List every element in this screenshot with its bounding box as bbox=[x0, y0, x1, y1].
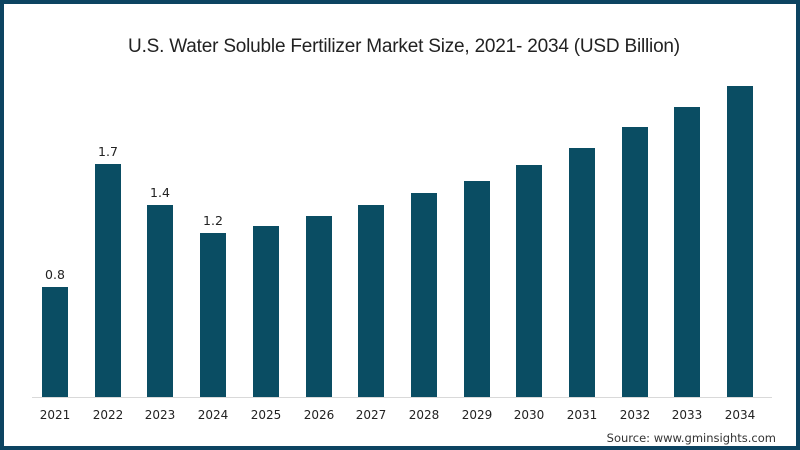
bar-2022 bbox=[95, 164, 121, 397]
x-tick-label-2025: 2025 bbox=[250, 408, 282, 422]
bar-2027 bbox=[358, 205, 384, 397]
source-note: Source: www.gminsights.com bbox=[606, 431, 776, 445]
chart-title: U.S. Water Soluble Fertilizer Market Siz… bbox=[128, 36, 680, 57]
data-label-2022: 1.7 bbox=[98, 144, 118, 159]
x-tick-label-2021: 2021 bbox=[39, 408, 71, 422]
x-tick-label-2027: 2027 bbox=[355, 408, 387, 422]
bar-2033 bbox=[674, 107, 700, 397]
bar-2021 bbox=[42, 287, 68, 397]
x-tick-label-2030: 2030 bbox=[513, 408, 545, 422]
x-tick-label-2029: 2029 bbox=[461, 408, 493, 422]
data-label-2021: 0.8 bbox=[45, 267, 65, 282]
x-axis-line bbox=[32, 397, 772, 398]
x-tick-label-2034: 2034 bbox=[724, 408, 756, 422]
x-tick-label-2032: 2032 bbox=[619, 408, 651, 422]
x-tick-label-2028: 2028 bbox=[408, 408, 440, 422]
data-label-2023: 1.4 bbox=[150, 185, 170, 200]
x-tick-label-2033: 2033 bbox=[671, 408, 703, 422]
x-tick-label-2031: 2031 bbox=[566, 408, 598, 422]
bar-2032 bbox=[622, 127, 648, 397]
bar-2028 bbox=[411, 193, 437, 397]
data-label-2024: 1.2 bbox=[203, 213, 223, 228]
bar-2029 bbox=[464, 181, 490, 397]
x-tick-label-2024: 2024 bbox=[197, 408, 229, 422]
x-tick-label-2023: 2023 bbox=[144, 408, 176, 422]
bar-2023 bbox=[147, 205, 173, 397]
bar-2030 bbox=[516, 165, 542, 397]
bar-2034 bbox=[727, 86, 753, 397]
bar-2024 bbox=[200, 233, 226, 397]
bar-2026 bbox=[306, 216, 332, 397]
x-tick-label-2026: 2026 bbox=[303, 408, 335, 422]
bar-2025 bbox=[253, 226, 279, 397]
bar-2031 bbox=[569, 148, 595, 397]
x-tick-label-2022: 2022 bbox=[92, 408, 124, 422]
